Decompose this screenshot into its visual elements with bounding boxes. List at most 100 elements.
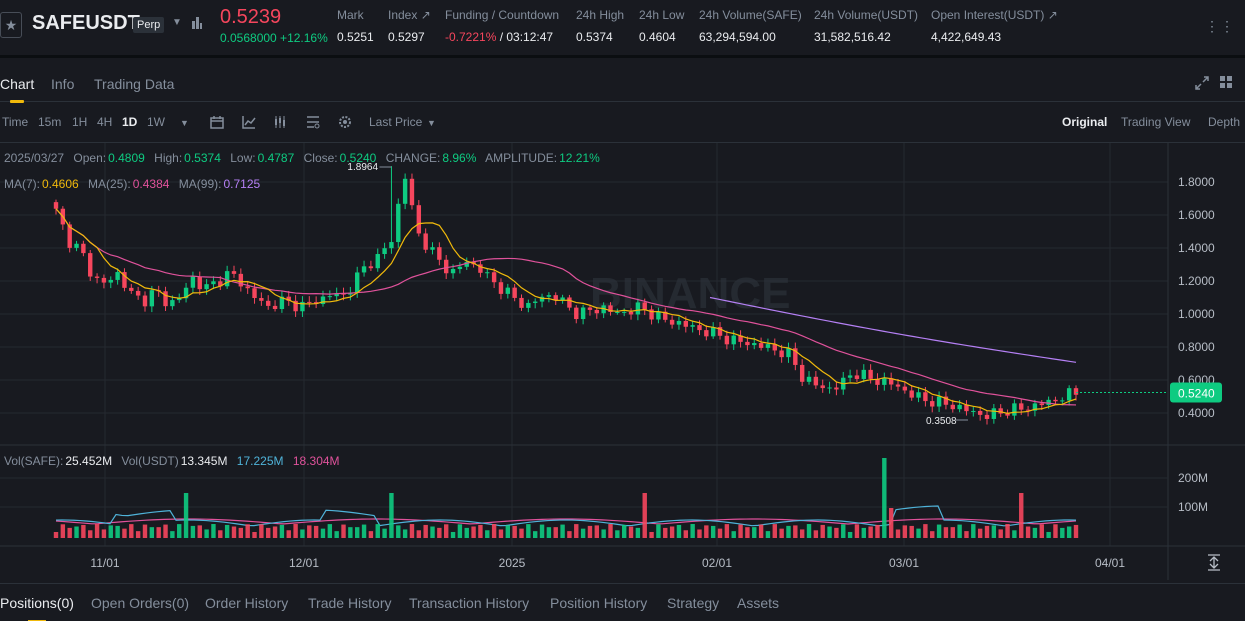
view-depth[interactable]: Depth bbox=[1208, 115, 1241, 129]
tab-assets[interactable]: Assets bbox=[737, 595, 780, 611]
volume-bar bbox=[197, 525, 202, 538]
volume-bar bbox=[1046, 531, 1051, 538]
volume-bar bbox=[444, 524, 449, 538]
scroll-to-latest-icon[interactable] bbox=[1208, 554, 1220, 571]
stat-open-interest[interactable]: Open Interest(USDT) ↗ 4,422,649.43 bbox=[931, 8, 1058, 44]
volume-bar bbox=[977, 528, 983, 538]
time-axis-label: 12/01 bbox=[289, 556, 319, 570]
calendar-icon[interactable] bbox=[210, 115, 224, 129]
volume-bar bbox=[560, 524, 565, 538]
candle-body bbox=[170, 300, 175, 307]
volume-bar bbox=[998, 529, 1003, 538]
candle-body bbox=[512, 287, 517, 298]
price-axis-label: 1.4000 bbox=[1178, 241, 1215, 255]
interval-1d[interactable]: 1D bbox=[122, 115, 138, 129]
volume-bar bbox=[183, 493, 189, 538]
tab-position-history[interactable]: Position History bbox=[550, 595, 648, 611]
volume-bar bbox=[1060, 527, 1065, 538]
candle-body bbox=[902, 386, 908, 391]
candle-body bbox=[238, 273, 244, 287]
volume-bar bbox=[827, 526, 832, 538]
volume-bar bbox=[457, 524, 463, 538]
volume-bar bbox=[1073, 524, 1079, 538]
contract-type-badge: Perp bbox=[133, 17, 165, 33]
volume-bar bbox=[621, 524, 627, 538]
volume-bar bbox=[806, 524, 812, 538]
high-marker-label: 1.8964 bbox=[347, 162, 378, 173]
volume-axis-label: 200M bbox=[1178, 471, 1208, 485]
price-type-dropdown-icon[interactable]: ▼ bbox=[427, 118, 436, 128]
tab-positions[interactable]: Positions(0) bbox=[0, 595, 74, 621]
interval-15m[interactable]: 15m bbox=[38, 115, 62, 129]
volume-bar bbox=[676, 524, 682, 538]
legend-vol-ma2: 18.304M bbox=[292, 454, 340, 468]
ma-legend: MA(7): 0.4606 MA(25): 0.4384 MA(99): 0.7125 bbox=[4, 177, 261, 191]
ma99-line bbox=[709, 296, 1077, 363]
tab-open-orders[interactable]: Open Orders(0) bbox=[91, 595, 190, 611]
fullscreen-icon[interactable] bbox=[1195, 76, 1209, 90]
price-axis-label: 1.8000 bbox=[1178, 175, 1215, 189]
candle-body bbox=[895, 384, 901, 387]
volume-bar bbox=[615, 530, 620, 538]
volume-bar bbox=[930, 531, 935, 538]
view-trading-view[interactable]: Trading View bbox=[1121, 115, 1191, 129]
candle-body bbox=[882, 378, 887, 385]
tab-trade-history[interactable]: Trade History bbox=[308, 595, 392, 611]
interval-1h[interactable]: 1H bbox=[72, 115, 88, 129]
view-original[interactable]: Original bbox=[1062, 115, 1108, 129]
volume-bar bbox=[642, 493, 647, 538]
volume-bar bbox=[300, 529, 305, 538]
tab-info[interactable]: Info bbox=[51, 76, 75, 92]
favorite-star-icon[interactable]: ★ bbox=[0, 12, 22, 38]
template-icon[interactable] bbox=[306, 115, 320, 129]
interval-dropdown-icon[interactable]: ▼ bbox=[180, 118, 189, 128]
candle-body bbox=[1073, 388, 1079, 395]
candle-body bbox=[799, 364, 805, 382]
candle-body bbox=[827, 387, 832, 389]
price-axis-label: 0.4000 bbox=[1178, 406, 1215, 420]
candle-body bbox=[224, 271, 230, 287]
bar-chart-icon[interactable] bbox=[192, 17, 202, 29]
interval-time[interactable]: Time bbox=[2, 115, 29, 129]
candlestick-chart[interactable]: BINANCE 1.80001.60001.40001.20001.00000.… bbox=[0, 143, 1245, 580]
interval-1w[interactable]: 1W bbox=[147, 115, 165, 129]
indicator-icon[interactable] bbox=[242, 115, 256, 129]
volume-bar bbox=[163, 524, 168, 538]
candle-body bbox=[211, 281, 216, 285]
settings-gear-icon[interactable] bbox=[338, 115, 352, 129]
stat-index[interactable]: Index ↗ 0.5297 bbox=[388, 8, 431, 44]
candle-body bbox=[601, 305, 606, 314]
volume-bar bbox=[368, 531, 374, 538]
candle-body bbox=[820, 385, 825, 389]
candle-body bbox=[806, 376, 812, 382]
volume-bar bbox=[765, 531, 771, 538]
candle-body bbox=[122, 272, 127, 288]
more-options-icon[interactable]: ⋮⋮ bbox=[1205, 18, 1235, 34]
tab-transaction-history[interactable]: Transaction History bbox=[409, 595, 530, 611]
interval-4h[interactable]: 4H bbox=[97, 115, 113, 129]
tab-strategy[interactable]: Strategy bbox=[667, 595, 720, 611]
symbol-name[interactable]: SAFEUSDT bbox=[32, 12, 140, 34]
tab-order-history[interactable]: Order History bbox=[205, 595, 289, 611]
chart-area[interactable]: BINANCE 1.8000 1.6000 1.4000 1.2000 1.0000 0.… bbox=[0, 143, 1245, 580]
ohlc-legend: 2025/03/27 Open: 0.4809 High: 0.5374 Low: 0… bbox=[4, 151, 600, 165]
volume-bar bbox=[327, 524, 333, 538]
price-type-select[interactable]: Last Price bbox=[369, 115, 423, 129]
candle-body bbox=[923, 392, 928, 402]
candle-body bbox=[1060, 400, 1065, 402]
tab-chart[interactable]: Chart bbox=[0, 76, 35, 103]
volume-bar bbox=[971, 524, 976, 538]
chart-toolbar: Time 15m 1H 4H 1D 1W ▼ Last Price ▼ Orig… bbox=[0, 103, 1245, 143]
volume-bar bbox=[177, 524, 182, 538]
volume-ma1-line bbox=[55, 505, 1077, 527]
layout-icon[interactable] bbox=[1219, 75, 1233, 89]
candle-body bbox=[361, 266, 367, 273]
candle-body bbox=[389, 242, 394, 249]
volume-bar bbox=[355, 527, 360, 538]
tab-trading-data[interactable]: Trading Data bbox=[94, 76, 175, 92]
candle-type-icon[interactable] bbox=[273, 115, 287, 129]
candle-body bbox=[204, 284, 209, 290]
candle-body bbox=[368, 266, 374, 269]
symbol-dropdown-icon[interactable]: ▼ bbox=[172, 17, 182, 28]
volume-bar bbox=[1025, 526, 1031, 538]
